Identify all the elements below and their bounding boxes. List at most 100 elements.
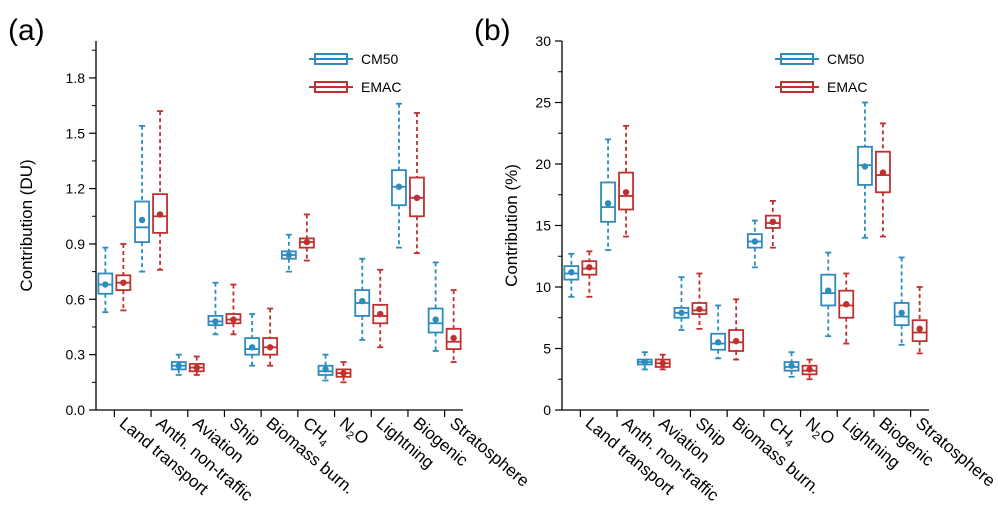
panel-label: (b) xyxy=(474,14,511,47)
mean-point xyxy=(377,310,384,318)
legend-label: EMAC xyxy=(827,79,867,95)
y-tick-label: 10 xyxy=(535,279,551,295)
box-emac xyxy=(298,213,315,262)
mean-point xyxy=(193,364,200,371)
mean-point xyxy=(732,337,740,345)
mean-point xyxy=(156,211,164,218)
mean-point xyxy=(285,251,293,259)
mean-point xyxy=(212,318,219,325)
mean-point xyxy=(138,216,146,224)
mean-point xyxy=(604,200,612,207)
box-cm50 xyxy=(391,102,407,249)
box-cm50 xyxy=(244,313,261,367)
mean-point xyxy=(359,297,366,305)
box-cm50 xyxy=(563,252,580,298)
mean-point xyxy=(248,344,256,351)
box-emac xyxy=(875,122,891,238)
y-tick-label: 0.0 xyxy=(66,402,86,418)
mean-point xyxy=(395,183,403,190)
box-emac xyxy=(115,243,132,312)
iqr-box xyxy=(875,150,891,194)
mean-point xyxy=(825,287,832,294)
iqr-box xyxy=(372,303,389,325)
box-emac xyxy=(372,268,389,349)
mean-point xyxy=(641,358,648,366)
box-emac xyxy=(335,361,352,384)
y-tick-label: 25 xyxy=(535,95,551,111)
mean-point xyxy=(916,325,923,333)
iqr-box xyxy=(600,181,616,223)
mean-point xyxy=(230,316,237,323)
box-emac xyxy=(691,272,708,330)
mean-point xyxy=(120,279,127,286)
y-tick-label: 0.3 xyxy=(66,347,86,363)
iqr-box xyxy=(710,332,727,351)
mean-point xyxy=(696,305,703,313)
x-tick-label: N2O xyxy=(334,414,372,451)
iqr-box xyxy=(244,337,261,356)
y-tick-label: 1.2 xyxy=(66,181,86,197)
box-cm50 xyxy=(134,124,150,273)
y-tick-label: 30 xyxy=(535,33,551,49)
x-tick-label: N2O xyxy=(800,414,838,451)
box-emac xyxy=(152,110,168,271)
box-emac xyxy=(801,358,818,381)
y-tick-label: 1.8 xyxy=(66,70,86,86)
panel-a: (a) 0.0 0.3 0.6 0.9 1.2 1.5 1.8 Contribution (DU… xyxy=(8,14,533,505)
iqr-box xyxy=(207,315,224,327)
box-emac xyxy=(409,112,425,255)
box-cm50 xyxy=(317,353,334,382)
box-cm50 xyxy=(857,101,873,239)
iqr-box xyxy=(298,237,315,249)
iqr-box xyxy=(152,193,168,234)
box-cm50 xyxy=(97,246,114,314)
iqr-box xyxy=(820,273,837,307)
box-emac xyxy=(911,286,928,355)
box-cm50 xyxy=(280,233,297,273)
y-tick-label: 5 xyxy=(543,341,551,357)
box-cm50 xyxy=(354,257,371,341)
box-emac xyxy=(445,289,462,363)
box-cm50 xyxy=(170,353,187,376)
box-emac xyxy=(618,124,634,238)
box-emac xyxy=(838,272,855,345)
iqr-box xyxy=(618,171,634,211)
y-axis-label: Contribution (DU) xyxy=(17,159,36,291)
panel-label: (a) xyxy=(8,14,45,47)
legend-label: CM50 xyxy=(361,51,399,67)
y-tick-label: 20 xyxy=(535,156,551,172)
y-tick-label: 0.6 xyxy=(66,291,86,307)
mean-point xyxy=(861,163,869,170)
legend-label: EMAC xyxy=(361,79,401,95)
box-cm50 xyxy=(893,256,910,346)
mean-point xyxy=(303,238,311,246)
iqr-box xyxy=(427,307,444,334)
box-cm50 xyxy=(600,138,616,252)
mean-point xyxy=(102,281,109,288)
mean-point xyxy=(806,366,813,373)
mean-point xyxy=(175,362,182,369)
mean-point xyxy=(622,189,630,196)
box-cm50 xyxy=(636,351,653,371)
legend-label: CM50 xyxy=(827,51,865,67)
box-emac xyxy=(581,250,598,298)
box-emac xyxy=(764,199,781,249)
mean-point xyxy=(879,169,887,176)
box-cm50 xyxy=(783,351,800,378)
box-cm50 xyxy=(820,251,837,338)
iqr-box xyxy=(225,313,242,325)
box-emac xyxy=(654,353,671,371)
iqr-box xyxy=(317,364,334,376)
box-cm50 xyxy=(710,304,727,360)
y-tick-label: 0.9 xyxy=(66,236,86,252)
box-cm50 xyxy=(673,276,690,331)
mean-point xyxy=(340,369,347,377)
iqr-box xyxy=(728,329,745,352)
box-cm50 xyxy=(427,261,444,352)
iqr-box xyxy=(391,169,407,207)
mean-point xyxy=(322,366,329,373)
mean-point xyxy=(678,309,685,317)
iqr-box xyxy=(97,272,114,295)
